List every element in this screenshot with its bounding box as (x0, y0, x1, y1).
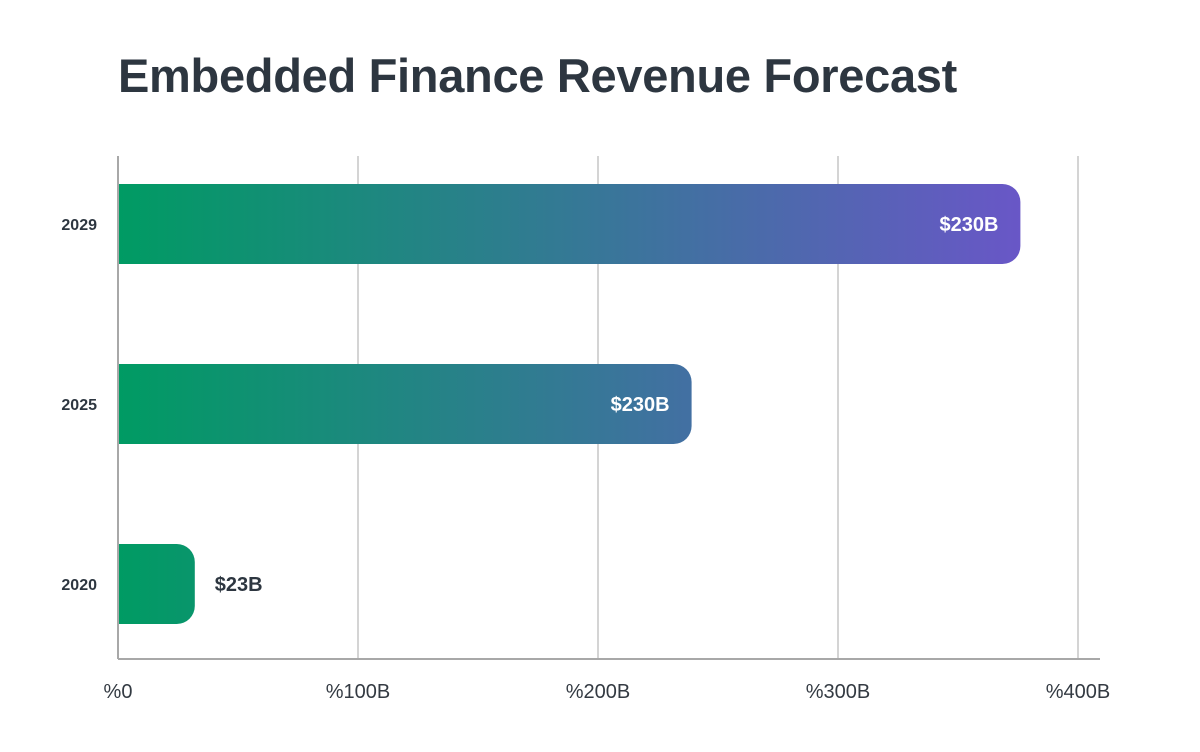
bars (118, 184, 1021, 624)
data-label: $230B (939, 214, 998, 236)
bar-2025 (118, 364, 692, 444)
category-label: 2029 (61, 217, 97, 234)
data-label: $23B (215, 574, 263, 596)
x-tick-label: %400B (1046, 681, 1111, 703)
x-tick-label: %300B (806, 681, 871, 703)
x-tick-label: %200B (566, 681, 631, 703)
x-tick-label: %0 (104, 681, 133, 703)
category-label: 2025 (61, 397, 97, 414)
category-label: 2020 (61, 577, 97, 594)
bar-2029 (118, 184, 1021, 264)
x-tick-label: %100B (326, 681, 391, 703)
data-label: $230B (611, 394, 670, 416)
chart-title: Embedded Finance Revenue Forecast (118, 49, 957, 102)
bar-2020 (118, 544, 195, 624)
labels: %0 %100B %200B %300B %400B 2029 $230B 2025 $230B… (61, 214, 1110, 703)
axes (117, 156, 1100, 660)
